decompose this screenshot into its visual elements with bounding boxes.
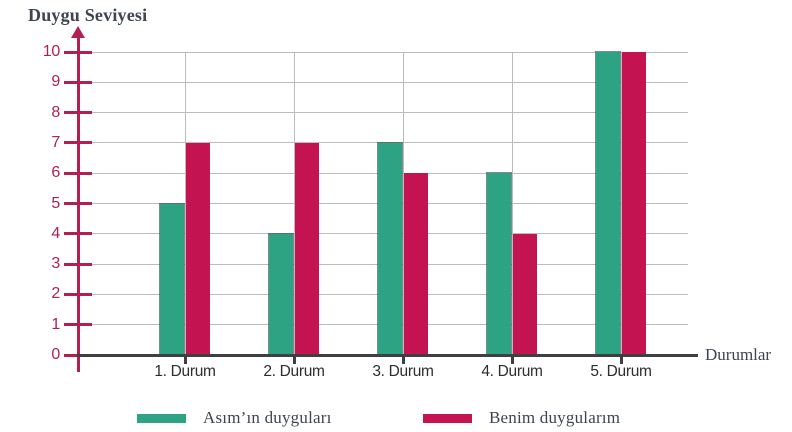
bar (513, 233, 537, 355)
gridline-horizontal (92, 112, 688, 114)
bar (295, 142, 319, 355)
x-axis-tick-label: 2. Durum (263, 363, 325, 380)
legend-swatch-benim-duygularim (423, 413, 472, 423)
y-axis-tick-label: 5 (51, 194, 60, 212)
x-axis-tick-label: 3. Durum (372, 363, 434, 380)
x-axis-tick-label: 5. Durum (590, 363, 652, 380)
x-axis-tick (401, 355, 405, 364)
bar (186, 142, 210, 355)
y-axis-tick-label: 0 (51, 346, 60, 363)
bar (622, 52, 646, 355)
y-axis-tick-label: 6 (51, 164, 60, 182)
x-axis-tick-label: 1. Durum (154, 363, 216, 380)
x-axis-line (77, 353, 698, 357)
y-axis-tick-label: 9 (51, 73, 60, 91)
y-axis-line (76, 36, 80, 372)
legend-item: Asım’ın duyguları (137, 405, 332, 431)
bar (404, 173, 428, 355)
gridline-horizontal (92, 81, 688, 83)
legend-label: Asım’ın duyguları (203, 408, 332, 427)
y-axis-arrow-icon (71, 26, 85, 38)
y-axis-title: Duygu Seviyesi (28, 5, 148, 25)
x-axis-title: Durumlar (705, 345, 772, 364)
legend-label: Benim duygularım (489, 408, 621, 427)
bar (378, 142, 402, 355)
x-axis-tick (619, 355, 623, 364)
y-axis-tick-label: 4 (51, 224, 60, 242)
legend-swatch-asimin-duygulari (137, 413, 186, 423)
legend-item: Benim duygularım (423, 405, 620, 431)
gridline-horizontal (92, 51, 688, 53)
bar (596, 52, 620, 355)
y-axis-tick-label: 8 (51, 103, 60, 121)
x-axis-tick (292, 355, 296, 364)
legend: Asım’ın duyguları Benim duygularım (0, 405, 792, 431)
bar (160, 203, 184, 355)
y-axis-tick-label: 1 (51, 315, 60, 333)
bar (487, 173, 511, 355)
y-axis-tick-label: 7 (51, 133, 60, 151)
x-axis-tick (510, 355, 514, 364)
y-axis-tick-label: 3 (51, 255, 60, 273)
y-axis-tick-label: 2 (51, 285, 60, 303)
bar (269, 233, 293, 355)
x-axis-tick (183, 355, 187, 364)
y-axis-tick-label: 10 (42, 43, 61, 60)
x-axis-tick-label: 4. Durum (481, 363, 543, 380)
